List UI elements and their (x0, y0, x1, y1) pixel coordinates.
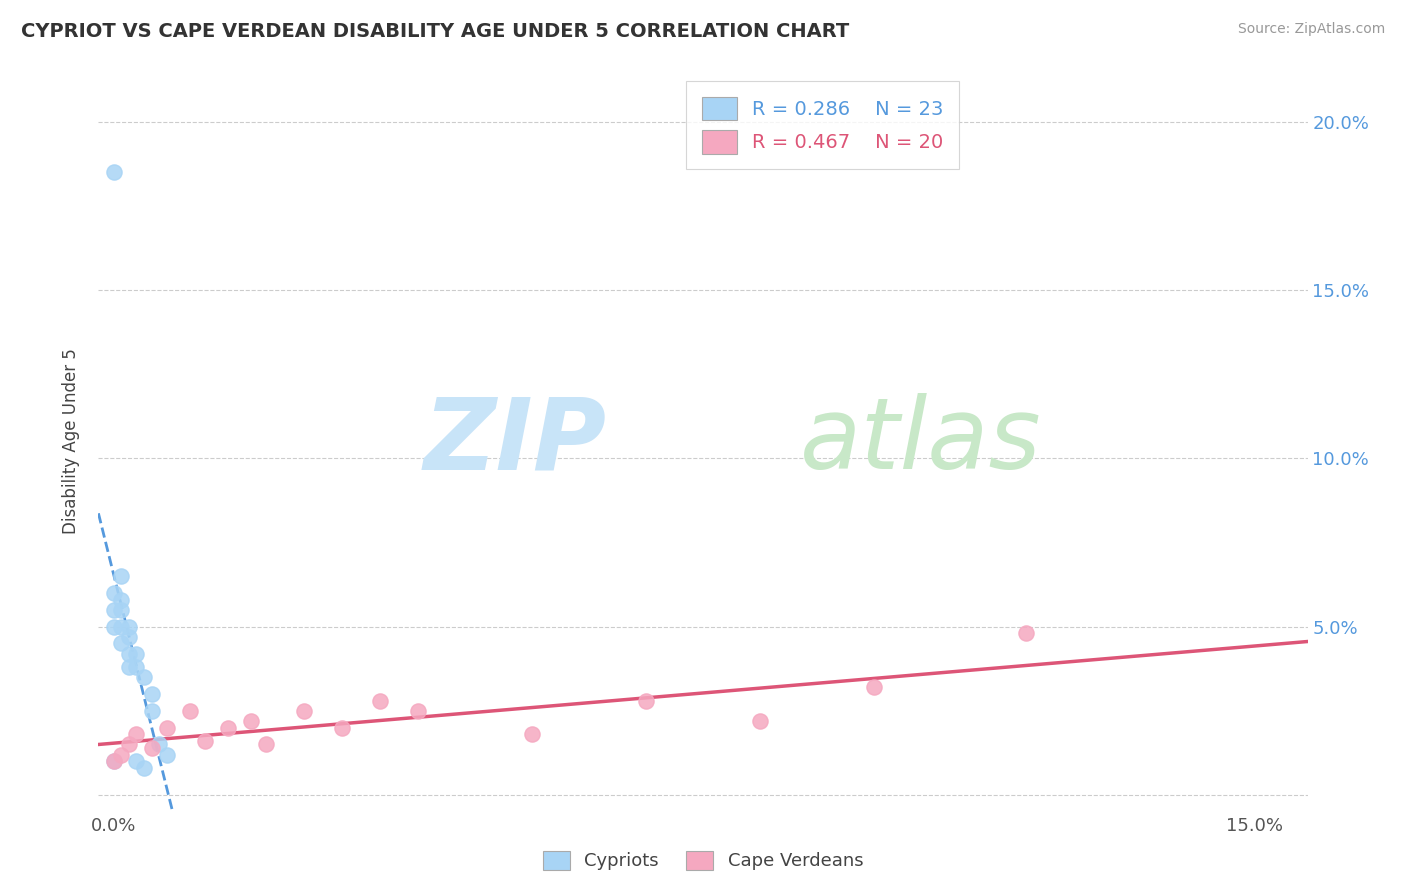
Text: atlas: atlas (800, 393, 1042, 490)
Point (132, 670, 155, 684)
Point (330, 721, 353, 735)
Point (103, 619, 125, 633)
Point (110, 636, 132, 650)
Point (110, 619, 132, 633)
Point (125, 727, 148, 741)
Point (368, 694, 391, 708)
Text: CYPRIOT VS CAPE VERDEAN DISABILITY AGE UNDER 5 CORRELATION CHART: CYPRIOT VS CAPE VERDEAN DISABILITY AGE U… (21, 22, 849, 41)
Y-axis label: Disability Age Under 5: Disability Age Under 5 (62, 349, 80, 534)
Point (292, 704, 315, 718)
Point (179, 704, 201, 718)
Point (194, 734, 217, 748)
Point (520, 727, 543, 741)
Point (103, 586, 125, 600)
Point (156, 721, 179, 735)
Point (239, 714, 262, 728)
Point (118, 619, 141, 633)
Point (217, 721, 239, 735)
Point (118, 738, 141, 752)
Point (634, 694, 657, 708)
Text: Source: ZipAtlas.com: Source: ZipAtlas.com (1237, 22, 1385, 37)
Point (863, 680, 886, 694)
Point (103, 165, 125, 179)
Legend: Cypriots, Cape Verdeans: Cypriots, Cape Verdeans (536, 844, 870, 878)
Text: ZIP: ZIP (423, 393, 606, 490)
Point (110, 569, 132, 583)
Point (141, 704, 163, 718)
Point (125, 647, 148, 661)
Point (125, 660, 148, 674)
Point (749, 714, 772, 728)
Point (103, 754, 125, 768)
Point (254, 738, 277, 752)
Point (141, 687, 163, 701)
Point (141, 740, 163, 755)
Point (1015, 626, 1038, 640)
Point (148, 738, 170, 752)
Legend: R = 0.286    N = 23, R = 0.467    N = 20: R = 0.286 N = 23, R = 0.467 N = 20 (686, 81, 959, 169)
Point (156, 747, 179, 762)
Point (406, 704, 429, 718)
Point (125, 754, 148, 768)
Point (118, 630, 141, 644)
Point (103, 754, 125, 768)
Point (118, 647, 141, 661)
Point (110, 747, 132, 762)
Point (110, 592, 132, 607)
Point (103, 603, 125, 617)
Point (110, 603, 132, 617)
Point (118, 660, 141, 674)
Point (132, 761, 155, 775)
